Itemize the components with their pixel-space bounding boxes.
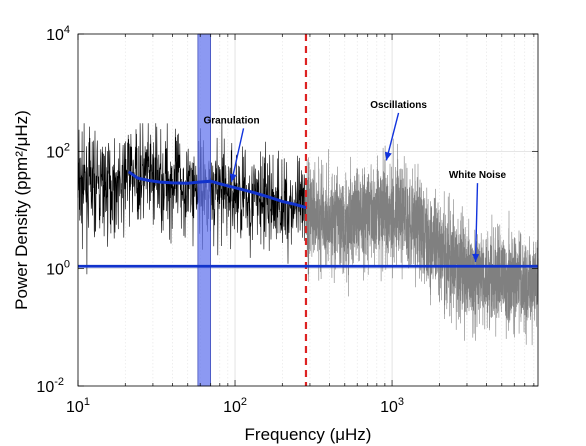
y-axis-label: Power Density (ppm²/μHz) — [12, 110, 31, 310]
annotation-arrow — [474, 183, 479, 262]
y-tick-label: 104 — [46, 24, 70, 44]
granulation-trend-line — [127, 170, 307, 210]
x-tick-label: 103 — [380, 396, 404, 416]
x-axis-label: Frequency (μHz) — [245, 425, 372, 444]
annotation-arrowhead — [229, 173, 237, 183]
annotation-arrow — [230, 128, 245, 183]
numax-band — [197, 33, 212, 387]
y-tick-label: 100 — [46, 259, 70, 279]
plot-frame — [77, 33, 539, 387]
y-tick-label: 10-2 — [36, 376, 64, 396]
x-tick-label: 101 — [66, 396, 90, 416]
overlays — [78, 33, 538, 387]
annotations: Granulation Oscillations White Noise — [203, 100, 507, 262]
y-tick-label: 102 — [46, 141, 70, 161]
x-tick-label: 102 — [223, 396, 247, 416]
annotation-arrowhead — [384, 151, 392, 161]
annotation-label: Oscillations — [370, 100, 427, 111]
axis-ticks: 101 102 103 10-2 100 102 104 — [36, 24, 538, 416]
spectrum-series — [77, 123, 539, 346]
annotation-label: White Noise — [449, 170, 507, 181]
annotation-arrow — [385, 112, 400, 161]
annotation-arrowhead — [472, 253, 480, 262]
annotation-label: Granulation — [203, 115, 259, 126]
power-spectrum-low — [77, 123, 307, 275]
